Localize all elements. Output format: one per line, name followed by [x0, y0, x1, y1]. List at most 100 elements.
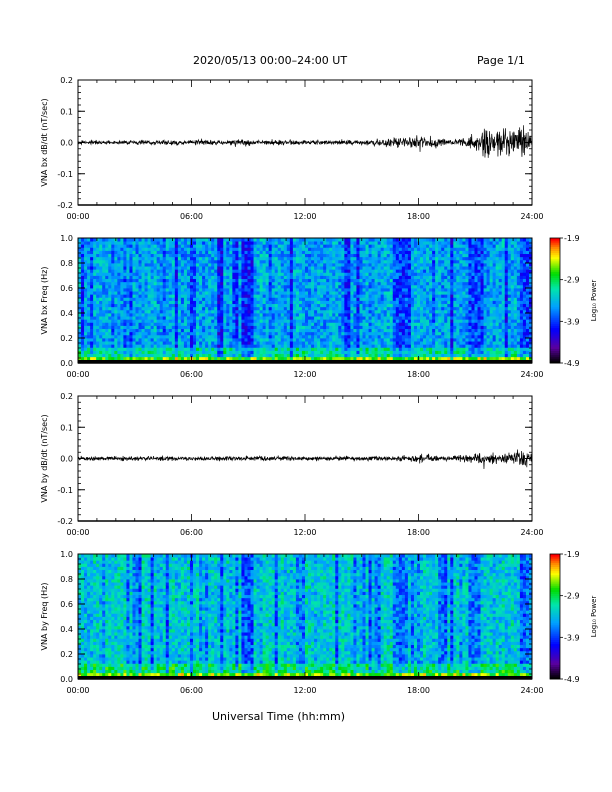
- colorbar-segment: [550, 554, 560, 557]
- colorbar-segment: [550, 604, 560, 607]
- colorbar-segment: [550, 664, 560, 667]
- colorbar-segment: [550, 612, 560, 615]
- x-tick-label: 06:00: [180, 212, 203, 221]
- colorbar-segment: [550, 269, 560, 272]
- colorbar-segment: [550, 342, 560, 345]
- y-tick-label: 0.2: [60, 392, 73, 401]
- y-tick-label: 0.8: [60, 575, 73, 584]
- x-tick-label: 18:00: [407, 370, 430, 379]
- colorbar-segment: [550, 304, 560, 308]
- plot-title: 2020/05/13 00:00–24:00 UT: [193, 54, 348, 67]
- colorbar-label: Log₁₀ Power: [590, 280, 598, 322]
- colorbar-segment: [550, 616, 560, 620]
- colorbar-segment: [550, 317, 560, 320]
- colorbar-segment: [550, 608, 560, 611]
- y-tick-label: 0.1: [60, 423, 73, 432]
- colorbar-segment: [550, 290, 560, 293]
- colorbar-segment: [550, 566, 560, 570]
- colorbar-segment: [550, 618, 560, 622]
- colorbar-segment: [550, 622, 560, 626]
- y-tick-label: -0.2: [57, 201, 73, 210]
- colorbar-segment: [550, 633, 560, 636]
- x-tick-label: 00:00: [66, 686, 89, 695]
- x-axis-title: Universal Time (hh:mm): [212, 710, 345, 723]
- x-tick-label: 24:00: [520, 686, 543, 695]
- colorbar-segment: [550, 562, 560, 565]
- colorbar-segment: [550, 647, 560, 651]
- colorbar-segment: [550, 591, 560, 595]
- colorbar-segment: [550, 593, 560, 597]
- colorbar-segment: [550, 254, 560, 258]
- colorbar-tick-label: -1.9: [564, 550, 580, 559]
- y-tick-label: 0.4: [60, 625, 73, 634]
- colorbar-segment: [550, 327, 560, 331]
- colorbar-segment: [550, 624, 560, 628]
- y-axis-label: VNA by dB/dt (nT/sec): [40, 414, 49, 502]
- colorbar-tick-label: -1.9: [564, 234, 580, 243]
- colorbar-segment: [550, 631, 560, 634]
- colorbar-segment: [550, 352, 560, 356]
- colorbar-segment: [550, 643, 560, 647]
- colorbar-segment: [550, 606, 560, 609]
- colorbar-segment: [550, 277, 560, 281]
- colorbar-segment: [550, 637, 560, 640]
- colorbar-segment: [550, 340, 560, 343]
- colorbar-segment: [550, 329, 560, 333]
- colorbar-segment: [550, 610, 560, 613]
- colorbar-segment: [550, 668, 560, 672]
- colorbar-segment: [550, 323, 560, 326]
- colorbar-segment: [550, 260, 560, 264]
- colorbar-tick-label: -2.9: [564, 276, 580, 285]
- colorbar-segment: [550, 620, 560, 624]
- x-tick-label: 24:00: [520, 528, 543, 537]
- colorbar-tick-label: -3.9: [564, 317, 580, 326]
- colorbar-segment: [550, 279, 560, 283]
- colorbar-segment: [550, 346, 560, 349]
- colorbar-segment: [550, 595, 560, 599]
- colorbar-segment: [550, 589, 560, 592]
- colorbar-segment: [550, 240, 560, 243]
- colorbar-segment: [550, 333, 560, 337]
- colorbar-segment: [550, 626, 560, 630]
- colorbar-segment: [550, 674, 560, 678]
- x-tick-label: 12:00: [293, 212, 316, 221]
- waveform-trace-0: [77, 125, 533, 158]
- colorbar-segment: [550, 348, 560, 351]
- colorbar-segment: [550, 654, 560, 657]
- spectrogram-image-3: [78, 554, 533, 680]
- colorbar-segment: [550, 271, 560, 274]
- colorbar-segment: [550, 331, 560, 335]
- x-tick-label: 18:00: [407, 212, 430, 221]
- y-tick-label: 0.2: [60, 76, 73, 85]
- x-tick-label: 06:00: [180, 528, 203, 537]
- colorbar-segment: [550, 246, 560, 249]
- colorbar-segment: [550, 660, 560, 663]
- colorbar-segment: [550, 354, 560, 358]
- colorbar-segment: [550, 281, 560, 285]
- colorbar-segment: [550, 558, 560, 561]
- colorbar-segment: [550, 308, 560, 312]
- colorbar-segment: [550, 568, 560, 572]
- colorbar-tick-label: -3.9: [564, 633, 580, 642]
- y-axis-label: VNA by Freq (Hz): [40, 583, 49, 651]
- y-tick-label: 1.0: [60, 550, 73, 559]
- colorbar-segment: [550, 258, 560, 262]
- colorbar-segment: [550, 300, 560, 304]
- x-tick-label: 18:00: [407, 686, 430, 695]
- colorbar-segment: [550, 649, 560, 653]
- x-tick-label: 00:00: [66, 212, 89, 221]
- colorbar-frame-1: [549, 237, 561, 364]
- colorbar-segment: [550, 344, 560, 347]
- colorbar-segment: [550, 335, 560, 339]
- page-indicator: Page 1/1: [477, 54, 525, 67]
- y-tick-label: 0.8: [60, 259, 73, 268]
- colorbar-segment: [550, 250, 560, 254]
- colorbar-segment: [550, 581, 560, 584]
- colorbar-segment: [550, 294, 560, 297]
- x-tick-label: 18:00: [407, 528, 430, 537]
- colorbar-segment: [550, 658, 560, 661]
- colorbar-segment: [550, 252, 560, 256]
- colorbar-segment: [550, 629, 560, 632]
- y-tick-label: -0.2: [57, 517, 73, 526]
- colorbar-segment: [550, 614, 560, 617]
